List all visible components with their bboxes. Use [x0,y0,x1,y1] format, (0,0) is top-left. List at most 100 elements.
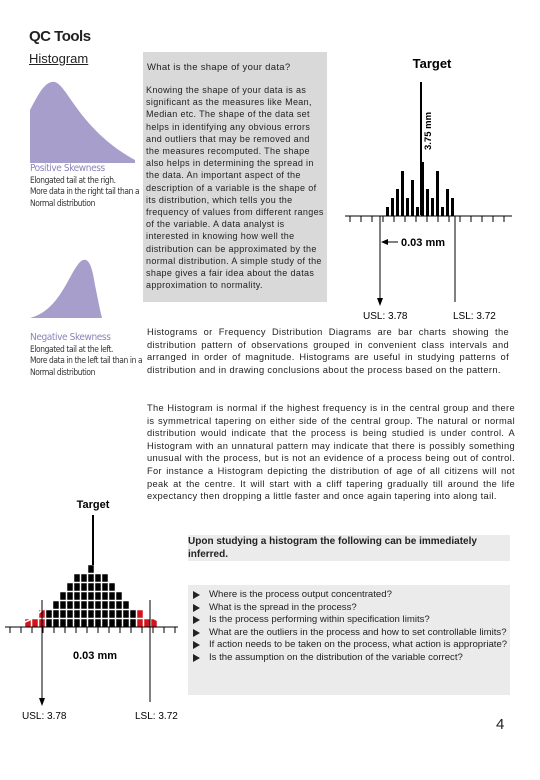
subtitle: Histogram [29,51,89,66]
hist-cell [115,609,123,619]
hist-cell [94,600,102,610]
question: What is the shape of your data? [147,62,291,73]
hist-cell [143,618,151,628]
hist-cell [87,609,95,619]
hist-bar [451,198,454,216]
hist-cell [101,600,109,610]
hist-cell [101,609,109,619]
hist-cell [66,609,74,619]
hist-cell [45,618,53,628]
hist-cell [87,564,95,574]
paragraph: The Histogram is normal if the highest f… [147,403,515,502]
hist-cell [94,573,102,583]
hist-cell [101,591,109,601]
skew-line: Normal distribution [30,197,95,208]
hist-cell [129,609,137,619]
lsl-label: LSL: 3.72 [135,711,178,722]
hist-cell [108,609,116,619]
hist-cell [94,618,102,628]
hist-bar [436,171,439,216]
hist-cell [59,609,67,619]
skew-title: Positive Skewness [30,163,105,174]
skew-line: More data in the right tail than a [30,186,140,196]
shape-box [143,52,327,302]
hist-cell [87,618,95,628]
hist-cell [87,573,95,583]
skew-title: Negative Skewness [30,332,111,343]
hist-bar [441,207,444,216]
hist-cell [122,618,130,628]
hist-bar [406,198,409,216]
inference-item: What is the spread in the process? [192,602,510,615]
hist-cell [52,609,60,619]
hist-cell [73,618,81,628]
hist-cell [73,582,81,592]
hist-cell [59,618,67,628]
hist-cell [122,600,130,610]
hist-cell [73,573,81,583]
inference-list: Where is the process output concentrated… [192,589,510,664]
hist-cell [101,573,109,583]
hist-cell [87,591,95,601]
width-label: 0.03 mm [401,237,445,249]
hist-cell [80,618,88,628]
hist-cell [87,582,95,592]
negative-skew-curve [30,259,102,318]
skew-line: More data in the left tail than in a [30,355,143,365]
hist-cell [52,600,60,610]
negative-skew-text: Negative Skewness Elongated tail at the … [30,332,143,378]
hist-cell [66,591,74,601]
hist-cell [115,600,123,610]
inference-item: If action needs to be taken on the proce… [192,639,510,652]
hist-cell [94,609,102,619]
width-label: 0.03 mm [73,650,117,662]
hist-cell [136,618,144,628]
skew-line: Elongated tail at the left. [30,343,114,354]
page-number: 4 [496,716,505,733]
hist-cell [108,600,116,610]
hist-cell [66,582,74,592]
hist-bar [401,171,404,216]
hist-cell [52,618,60,628]
hist-bar [431,198,434,216]
hist-bar [391,198,394,216]
hist-bar [386,207,389,216]
hist-cell [80,609,88,619]
top-histogram [345,82,512,302]
hist-cell [87,600,95,610]
hist-bar [411,180,414,216]
hist-cell [59,600,67,610]
inference-item: Is the assumption on the distribution of… [192,652,510,665]
hist-bar [396,189,399,216]
paragraph: Histograms or Frequency Distribution Dia… [147,327,509,375]
hist-cell [31,618,39,628]
hist-cell [122,609,130,619]
hist-cell [108,582,116,592]
hist-cell [59,591,67,601]
arrow-head [377,298,383,306]
usl-label: USL: 3.78 [22,711,67,722]
skew-line: Normal distribution [30,366,95,377]
hist-cell [129,618,137,628]
hist-cell [115,618,123,628]
hist-cell [80,591,88,601]
hist-cell [45,609,53,619]
hist-cell [80,573,88,583]
height-label: 3.75 mm [423,112,434,150]
hist-cell [80,582,88,592]
title: QC Tools [29,28,91,45]
hist-cell [136,609,144,619]
hist-cell [101,618,109,628]
skew-line: Elongated tail at the righ. [30,174,116,185]
hist-cell [66,600,74,610]
bottom-histogram [9,564,176,633]
hist-cell [108,618,116,628]
hist-cell [80,600,88,610]
target-label: Target [77,499,110,511]
inference-heading: Upon studying a histogram the following … [188,535,510,561]
usl-label: USL: 3.78 [363,311,408,322]
hist-cell [94,582,102,592]
inference-item: What are the outliers in the process and… [192,627,510,640]
arrow-head [381,239,388,245]
hist-cell [73,591,81,601]
